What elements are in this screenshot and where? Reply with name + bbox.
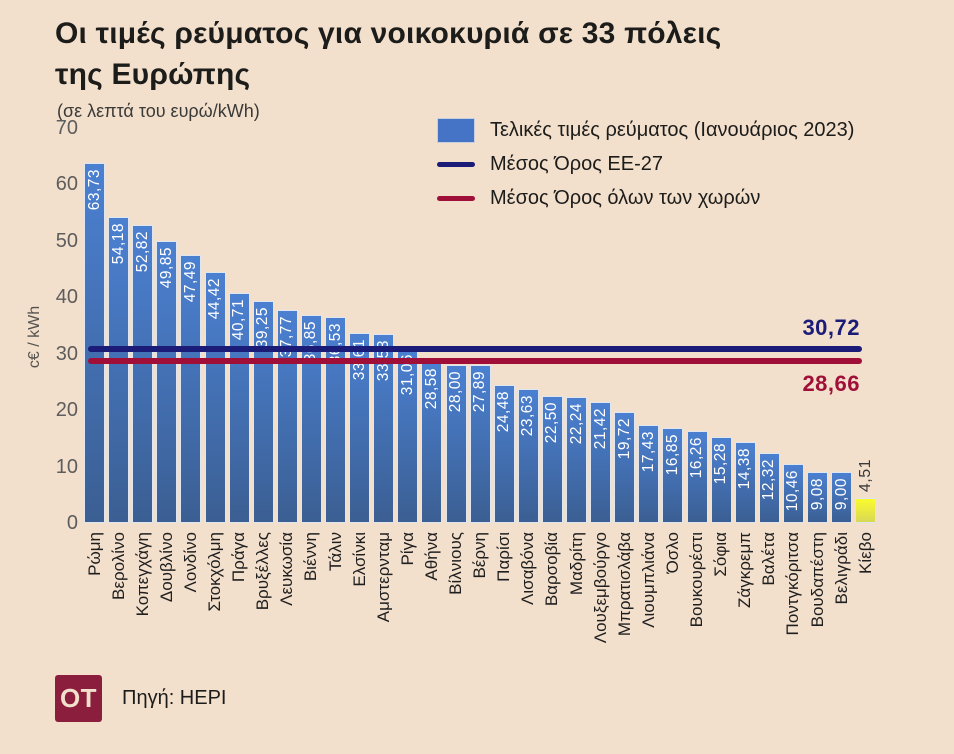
x-axis-tick-wrap: Κίεβο (849, 532, 882, 667)
legend-label: Τελικές τιμές ρεύματος (Ιανουάριος 2023) (490, 118, 855, 141)
bar-Λευκωσία: 37,77 (276, 310, 298, 523)
bar-value-label: 10,46 (784, 470, 802, 512)
y-axis-tick: 50 (55, 229, 78, 252)
bar-value-label-outside-wrap: 4,51 (852, 436, 879, 492)
all-countries-average-value-label: 28,66 (802, 371, 860, 397)
bar-value-label: 28,00 (447, 371, 464, 413)
bar-value-label: 22,50 (543, 402, 561, 444)
eu-average-line-swatch-icon (437, 161, 475, 167)
bar-value-label: 17,43 (639, 431, 657, 473)
all-countries-average-line (88, 358, 862, 365)
bar-Σόφια: 15,28 (710, 437, 732, 523)
bar-value-label: 36,85 (302, 321, 320, 363)
bar-Αθήνα: 28,58 (421, 362, 443, 523)
bar-value-label: 21,42 (591, 408, 609, 450)
bar-Ποντγκόριτσα: 10,46 (782, 464, 804, 523)
bar-Μαδρίτη: 22,24 (566, 397, 587, 523)
bar-Λονδίνο: 47,49 (180, 255, 202, 523)
bar-value-label: 16,26 (688, 437, 705, 479)
bar-Τάλιν: 36,53 (325, 317, 346, 523)
bar-swatch-icon (437, 117, 475, 143)
ot-logo: OT (55, 675, 102, 722)
bar-value-label: 22,24 (567, 403, 585, 445)
legend-item-eu-average: Μέσος Όρος ΕΕ-27 (437, 152, 854, 176)
y-axis-tick: 10 (55, 455, 78, 478)
y-axis-tick: 40 (55, 286, 78, 308)
bar-value-label: 19,72 (615, 418, 633, 460)
bar-value-label: 40,71 (230, 299, 248, 341)
bar-value-label: 47,49 (181, 261, 199, 303)
bar-value-label: 44,42 (206, 278, 223, 320)
bar-Βελιγράδι: 9,00 (831, 472, 853, 523)
bar-Βρυξέλλες: 39,25 (252, 301, 274, 523)
y-axis-tick: 0 (66, 512, 78, 534)
y-axis-tick: 70 (55, 116, 78, 139)
bar-value-label: 52,82 (133, 231, 151, 273)
bar-value-label: 14,38 (736, 448, 754, 490)
bar-value-label: 9,08 (808, 478, 826, 511)
bar-value-label: 4,51 (856, 458, 874, 492)
bar-value-label: 49,85 (157, 247, 175, 289)
bar-value-label: 9,00 (832, 478, 850, 511)
bar-value-label: 24,48 (495, 391, 513, 433)
legend-label: Μέσος Όρος όλων των χωρών (490, 186, 761, 209)
bar-Βουδαπέστη: 9,08 (807, 472, 828, 523)
source-credit: Πηγή: HEPI (122, 687, 227, 709)
bar-Κοπεγχάγη: 52,82 (132, 225, 154, 523)
bar-value-label: 16,85 (663, 434, 681, 476)
bar-Πράγα: 40,71 (228, 293, 250, 523)
bar-Λισαβόνα: 23,63 (517, 389, 539, 523)
bar-Βιέννη: 36,85 (300, 315, 322, 523)
bar-value-label: 28,58 (422, 368, 440, 410)
bar-value-label: 63,73 (85, 169, 103, 211)
bar-Στοκχόλμη: 44,42 (204, 272, 226, 523)
bar-Αμστερνταμ: 33,53 (373, 334, 395, 523)
page-subtitle: (σε λεπτά του ευρώ/kWh) (57, 101, 260, 121)
bar-value-label: 39,25 (254, 307, 272, 349)
chart-legend: Τελικές τιμές ρεύματος (Ιανουάριος 2023)… (437, 117, 854, 220)
bar-value-label: 12,32 (760, 459, 778, 501)
page-title: Οι τιμές ρεύματος για νοικοκυριά σε 33 π… (55, 17, 722, 91)
bar-Βουκουρέστι: 16,26 (686, 431, 708, 523)
all-countries-average-line-swatch-icon (437, 195, 475, 201)
bar-value-label: 54,18 (109, 223, 127, 265)
legend-item-final-prices: Τελικές τιμές ρεύματος (Ιανουάριος 2023) (437, 117, 854, 143)
eu-average-line (88, 346, 862, 353)
bar-value-label: 15,28 (712, 443, 730, 485)
y-axis-tick: 30 (55, 342, 78, 365)
bar-value-label: 27,89 (471, 371, 489, 413)
bar-Βαρσοβία: 22,50 (541, 396, 563, 523)
bar-Λιουμπλιάνα: 17,43 (638, 425, 660, 523)
bar-Δουβλίνο: 49,85 (156, 241, 178, 523)
bar-Μπρατισλάβα: 19,72 (614, 412, 636, 523)
bar-Βίλνιους: 28,00 (445, 365, 467, 523)
bar-value-label: 23,63 (519, 395, 537, 437)
y-axis-tick: 60 (55, 173, 78, 195)
bar-Ζάγκρεμπ: 14,38 (734, 442, 756, 523)
legend-item-all-countries-average: Μέσος Όρος όλων των χωρών (437, 186, 854, 210)
bar-Ελσίνκι: 33,61 (349, 333, 371, 523)
eu-average-value-label: 30,72 (802, 315, 860, 341)
legend-label: Μέσος Όρος ΕΕ-27 (490, 152, 664, 175)
bar-Λουξεμβούργο: 21,42 (590, 402, 612, 523)
bar-Ρίγα: 31,06 (397, 348, 419, 523)
bar-Κίεβο (855, 498, 877, 523)
bar-Όσλο: 16,85 (662, 428, 684, 523)
bar-Ρώμη: 63,73 (84, 163, 105, 523)
bar-Βερολίνο: 54,18 (108, 217, 130, 523)
bar-Βέρνη: 27,89 (469, 365, 491, 523)
x-axis-tick-Κίεβο: Κίεβο (855, 532, 875, 574)
bar-Παρίσι: 24,48 (493, 385, 515, 523)
y-axis-tick: 20 (55, 399, 78, 421)
bar-Βαλέτα: 12,32 (758, 453, 780, 523)
